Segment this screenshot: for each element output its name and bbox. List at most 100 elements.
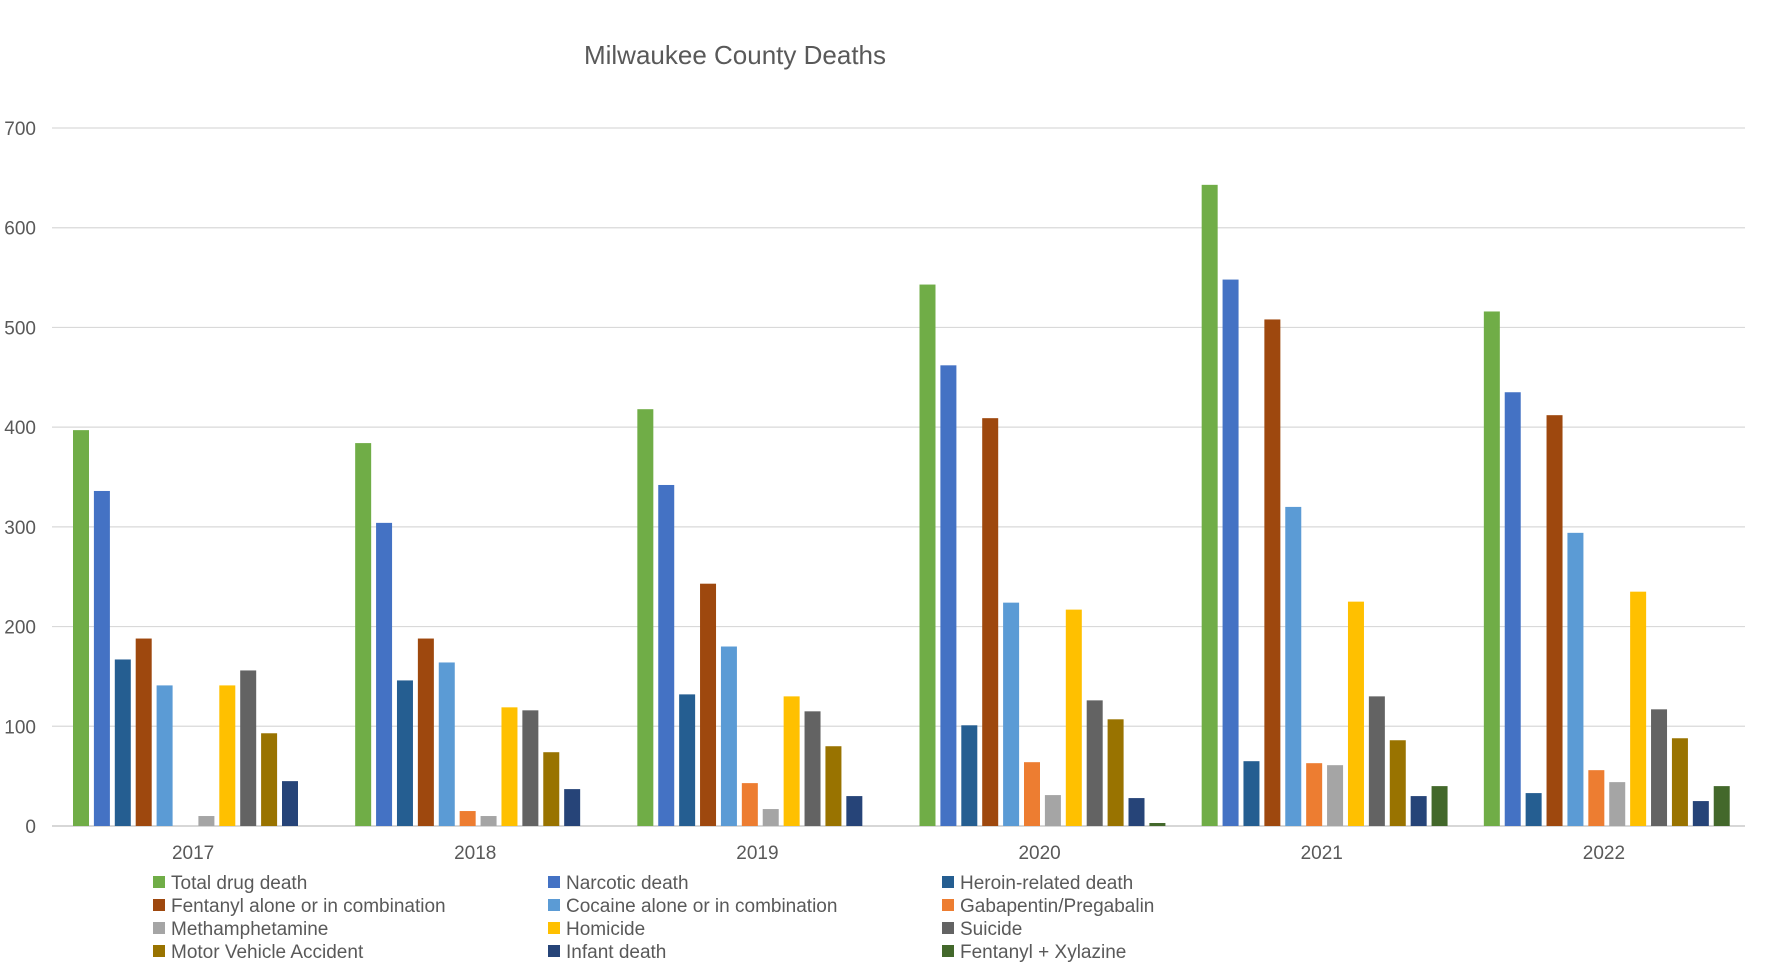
- legend-label: Cocaine alone or in combination: [566, 896, 837, 917]
- bar: [1410, 796, 1427, 826]
- bar: [543, 752, 560, 826]
- legend-label: Heroin-related death: [960, 873, 1133, 894]
- x-tick-label: 2017: [172, 843, 214, 864]
- legend-swatch: [153, 922, 165, 934]
- bar: [1651, 709, 1668, 826]
- bar: [1264, 319, 1281, 826]
- legend-label: Total drug death: [171, 873, 307, 894]
- gridlines: [52, 127, 1745, 827]
- bar: [982, 418, 999, 826]
- bar: [961, 725, 978, 826]
- y-tick-label: 200: [4, 618, 36, 639]
- legend: Total drug death Narcotic death Heroin-rel…: [153, 873, 1154, 963]
- bar: [1713, 786, 1730, 826]
- bar: [679, 694, 696, 826]
- bar: [846, 796, 863, 826]
- bar: [1389, 740, 1406, 826]
- bar: [1347, 601, 1364, 826]
- bar: [459, 811, 476, 826]
- legend-label: Infant death: [566, 942, 666, 963]
- bar: [783, 696, 800, 826]
- y-tick-label: 400: [4, 418, 36, 439]
- bar: [480, 816, 497, 826]
- y-tick-label: 600: [4, 219, 36, 240]
- x-tick-label: 2018: [454, 843, 496, 864]
- bar: [700, 583, 717, 826]
- bar: [1003, 602, 1020, 826]
- legend-swatch: [942, 899, 954, 911]
- chart-title: Milwaukee County Deaths: [584, 40, 886, 70]
- legend-swatch: [548, 945, 560, 957]
- bar: [501, 707, 518, 826]
- bar: [1431, 786, 1448, 826]
- y-tick-label: 100: [4, 717, 36, 738]
- y-tick-label: 700: [4, 119, 36, 140]
- bar: [940, 365, 957, 826]
- bar: [261, 733, 278, 826]
- bar: [919, 284, 936, 827]
- bar: [741, 783, 758, 826]
- legend-swatch: [548, 876, 560, 888]
- bar: [1149, 823, 1166, 826]
- y-tick-label: 300: [4, 518, 36, 539]
- bar: [156, 685, 173, 826]
- bar: [1609, 782, 1626, 826]
- bar: [219, 685, 236, 826]
- bar: [522, 710, 539, 826]
- legend-swatch: [548, 922, 560, 934]
- legend-swatch: [548, 899, 560, 911]
- bar: [804, 711, 821, 826]
- bar: [1306, 763, 1323, 826]
- bar: [114, 659, 131, 826]
- bar: [396, 680, 413, 826]
- bar: [376, 522, 393, 826]
- bar: [1243, 761, 1260, 826]
- bar: [1692, 801, 1709, 826]
- bar: [282, 781, 298, 826]
- bar: [825, 746, 842, 826]
- y-tick-label: 0: [25, 817, 36, 838]
- bar: [1285, 506, 1302, 826]
- legend-swatch: [942, 922, 954, 934]
- legend-swatch: [942, 945, 954, 957]
- bar: [1086, 700, 1103, 826]
- bar: [73, 430, 89, 826]
- bar: [1024, 762, 1040, 826]
- bar: [1044, 795, 1061, 826]
- y-axis-tick-labels: 0 100 200 300 400 500 600 700: [4, 119, 36, 838]
- bar: [720, 646, 737, 826]
- legend-label: Fentanyl + Xylazine: [960, 942, 1126, 963]
- legend-label: Fentanyl alone or in combination: [171, 896, 446, 917]
- legend-label: Gabapentin/Pregabalin: [960, 896, 1154, 917]
- bar: [1327, 765, 1344, 826]
- bar: [135, 638, 152, 826]
- y-tick-label: 500: [4, 318, 36, 339]
- bar: [1671, 738, 1688, 826]
- legend-swatch: [942, 876, 954, 888]
- legend-label: Suicide: [960, 919, 1022, 940]
- bar: [1222, 279, 1239, 827]
- legend-label: Methamphetamine: [171, 919, 328, 940]
- bar: [762, 809, 779, 826]
- legend-swatch: [153, 899, 165, 911]
- bar: [198, 816, 215, 826]
- x-tick-label: 2020: [1018, 843, 1060, 864]
- bar: [1546, 415, 1563, 826]
- bar: [438, 662, 455, 826]
- bar: [1483, 311, 1500, 827]
- x-tick-label: 2022: [1583, 843, 1625, 864]
- bar: [637, 409, 654, 826]
- bar: [417, 638, 434, 826]
- legend-label: Narcotic death: [566, 873, 689, 894]
- x-axis-tick-labels: 2017 2018 2019 2020 2021 2022: [172, 843, 1625, 864]
- legend-label: Homicide: [566, 919, 645, 940]
- bar: [240, 670, 257, 826]
- bar: [1065, 609, 1082, 826]
- bar: [1107, 719, 1124, 826]
- bars: [73, 184, 1730, 827]
- bar: [1201, 184, 1218, 826]
- bar: [1630, 591, 1647, 826]
- bar: [1588, 770, 1605, 826]
- x-tick-label: 2021: [1301, 843, 1343, 864]
